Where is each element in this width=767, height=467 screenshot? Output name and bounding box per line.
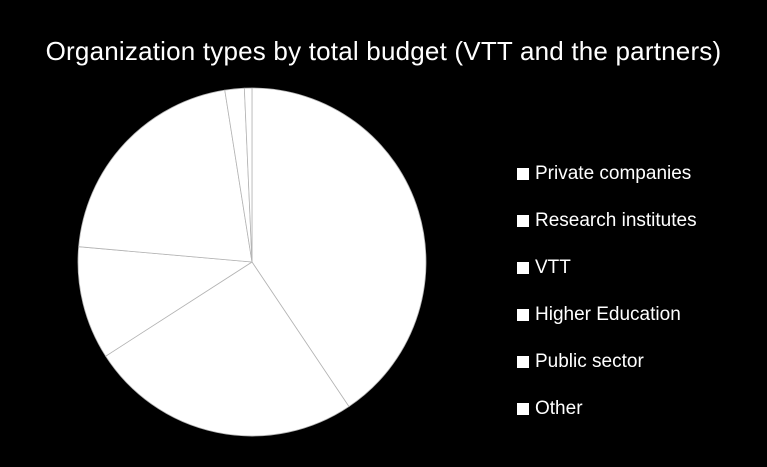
legend-label: Private companies <box>535 162 692 184</box>
legend: Private companies Research institutes VT… <box>517 150 697 432</box>
legend-item: Research institutes <box>517 197 697 244</box>
legend-item: Private companies <box>517 150 697 197</box>
legend-swatch <box>517 261 529 274</box>
legend-item: VTT <box>517 244 697 291</box>
legend-swatch <box>517 167 529 180</box>
legend-item: Other <box>517 385 697 432</box>
chart-title: Organization types by total budget (VTT … <box>45 36 722 66</box>
legend-swatch <box>517 308 529 321</box>
legend-label: Public sector <box>535 350 644 372</box>
legend-swatch <box>517 214 529 227</box>
pie-slice-higher-education <box>78 89 253 263</box>
legend-swatch <box>517 402 529 415</box>
legend-label: Higher Education <box>535 303 681 325</box>
pie-slice-private-companies <box>251 87 427 407</box>
legend-label: Other <box>535 397 583 419</box>
pie-slices <box>77 87 427 437</box>
pie-slice-research-institutes <box>105 261 350 437</box>
legend-item: Public sector <box>517 338 697 385</box>
legend-label: VTT <box>535 256 571 278</box>
legend-swatch <box>517 355 529 368</box>
legend-item: Higher Education <box>517 291 697 338</box>
legend-label: Research institutes <box>535 209 697 231</box>
pie-slice-vtt <box>77 246 253 357</box>
pie-slice-other <box>243 87 253 263</box>
